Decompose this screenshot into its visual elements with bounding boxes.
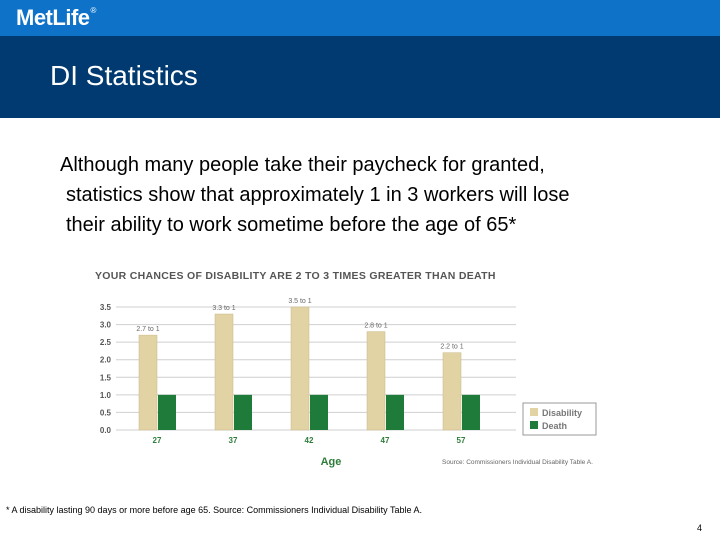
legend-swatch-death	[530, 421, 538, 429]
y-tick-label: 2.5	[100, 338, 112, 347]
x-tick-label: 37	[229, 436, 238, 445]
legend-swatch-disability	[530, 408, 538, 416]
body-paragraph: Although many people take their paycheck…	[60, 150, 700, 240]
bar-disability	[442, 352, 462, 431]
bar-disability	[290, 306, 310, 431]
bar-data-label: 3.3 to 1	[212, 305, 235, 312]
y-tick-label: 0.0	[100, 426, 112, 435]
y-tick-label: 2.0	[100, 356, 112, 365]
y-tick-label: 1.5	[100, 373, 112, 382]
bar-disability	[214, 313, 234, 431]
chart-source: Source: Commissioners Individual Disabil…	[442, 459, 593, 466]
disability-chart: YOUR CHANCES OF DISABILITY ARE 2 TO 3 TI…	[95, 270, 597, 468]
legend-label-death: Death	[542, 421, 567, 431]
bar-death	[462, 394, 480, 430]
bar-disability	[366, 331, 386, 431]
metlife-logo: MetLife®	[16, 5, 96, 30]
x-tick-label: 27	[153, 436, 162, 445]
bar-death	[234, 394, 252, 430]
body-line: Although many people take their paycheck…	[60, 154, 545, 176]
legend-label-disability: Disability	[542, 408, 582, 418]
bar-disability	[138, 334, 158, 431]
x-tick-label: 42	[305, 436, 314, 445]
x-tick-label: 57	[457, 436, 466, 445]
x-tick-label: 47	[381, 436, 390, 445]
footnote: * A disability lasting 90 days or more b…	[6, 505, 423, 515]
y-tick-label: 1.0	[100, 391, 112, 400]
body-line: their ability to work sometime before th…	[66, 214, 517, 236]
bar-data-label: 2.2 to 1	[440, 344, 463, 351]
y-tick-label: 0.5	[100, 408, 112, 417]
slide-title: DI Statistics	[50, 60, 198, 91]
x-axis-label: Age	[321, 456, 342, 468]
y-tick-label: 3.5	[100, 303, 112, 312]
bar-data-label: 2.7 to 1	[136, 326, 159, 333]
chart-title: YOUR CHANCES OF DISABILITY ARE 2 TO 3 TI…	[95, 270, 496, 282]
bar-death	[386, 394, 404, 430]
page-number: 4	[697, 523, 703, 533]
y-tick-label: 3.0	[100, 321, 112, 330]
body-line: statistics show that approximately 1 in …	[66, 184, 570, 206]
header-bar: MetLife®	[0, 0, 720, 36]
bar-data-label: 3.5 to 1	[288, 298, 311, 305]
bar-death	[310, 394, 328, 430]
title-bar	[0, 36, 720, 118]
bar-death	[158, 394, 176, 430]
bar-data-label: 2.8 to 1	[364, 323, 387, 330]
